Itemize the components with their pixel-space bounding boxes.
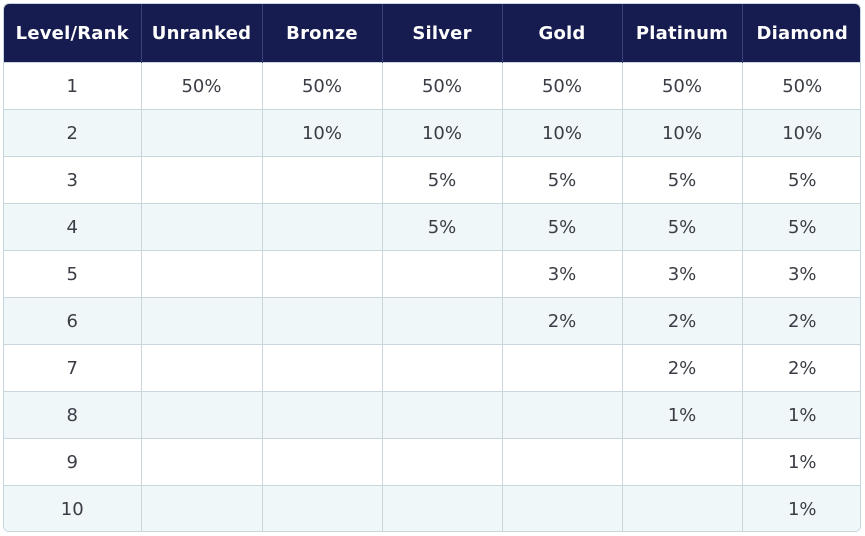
cell-bronze [262,391,383,439]
header-bronze: Bronze [262,4,383,63]
cell-level: 5 [4,250,142,298]
header-gold: Gold [502,4,623,63]
table-row: 2 10% 10% 10% 10% 10% [4,109,860,157]
cell-diamond: 5% [742,156,860,204]
table-row: 1 50% 50% 50% 50% 50% 50% [4,62,860,110]
table-row: 3 5% 5% 5% 5% [4,156,860,204]
cell-unranked [141,485,263,531]
cell-platinum: 2% [622,297,743,345]
header-row: Level/Rank Unranked Bronze Silver Gold P… [4,4,860,63]
cell-level: 8 [4,391,142,439]
table-row: 8 1% 1% [4,391,860,439]
cell-platinum: 5% [622,156,743,204]
cell-bronze: 10% [262,109,383,157]
commission-rank-table: Level/Rank Unranked Bronze Silver Gold P… [4,4,860,531]
cell-unranked: 50% [141,62,263,110]
cell-platinum: 5% [622,203,743,251]
cell-bronze [262,297,383,345]
cell-platinum [622,485,743,531]
cell-platinum: 2% [622,344,743,392]
cell-gold: 10% [502,109,623,157]
cell-bronze [262,203,383,251]
cell-silver [382,250,503,298]
cell-platinum: 1% [622,391,743,439]
cell-gold [502,485,623,531]
table-row: 4 5% 5% 5% 5% [4,203,860,251]
cell-gold [502,391,623,439]
cell-diamond: 1% [742,391,860,439]
cell-silver [382,344,503,392]
table-body: 1 50% 50% 50% 50% 50% 50% 2 10% 10% 10% 10% 10% 3 5% 5%… [4,62,860,531]
cell-level: 2 [4,109,142,157]
cell-diamond: 10% [742,109,860,157]
cell-bronze: 50% [262,62,383,110]
cell-bronze [262,156,383,204]
cell-level: 6 [4,297,142,345]
cell-platinum [622,438,743,486]
cell-unranked [141,109,263,157]
cell-level: 7 [4,344,142,392]
cell-diamond: 5% [742,203,860,251]
header-diamond: Diamond [742,4,860,63]
cell-bronze [262,438,383,486]
cell-unranked [141,297,263,345]
cell-unranked [141,203,263,251]
cell-level: 10 [4,485,142,531]
cell-silver [382,438,503,486]
cell-gold [502,344,623,392]
commission-table-container: Level/Rank Unranked Bronze Silver Gold P… [3,3,861,532]
cell-level: 9 [4,438,142,486]
table-row: 9 1% [4,438,860,486]
cell-silver: 5% [382,203,503,251]
cell-diamond: 2% [742,297,860,345]
cell-gold: 5% [502,203,623,251]
cell-diamond: 1% [742,438,860,486]
cell-level: 3 [4,156,142,204]
cell-platinum: 10% [622,109,743,157]
cell-unranked [141,438,263,486]
cell-unranked [141,156,263,204]
cell-gold: 3% [502,250,623,298]
cell-diamond: 3% [742,250,860,298]
header-silver: Silver [382,4,503,63]
table-row: 6 2% 2% 2% [4,297,860,345]
table-row: 10 1% [4,485,860,531]
cell-silver [382,297,503,345]
table-row: 5 3% 3% 3% [4,250,860,298]
cell-level: 4 [4,203,142,251]
table-row: 7 2% 2% [4,344,860,392]
header-platinum: Platinum [622,4,743,63]
cell-platinum: 50% [622,62,743,110]
cell-bronze [262,250,383,298]
cell-gold [502,438,623,486]
cell-bronze [262,344,383,392]
cell-silver: 10% [382,109,503,157]
cell-level: 1 [4,62,142,110]
cell-silver: 50% [382,62,503,110]
cell-diamond: 50% [742,62,860,110]
cell-silver [382,485,503,531]
cell-platinum: 3% [622,250,743,298]
cell-gold: 2% [502,297,623,345]
cell-unranked [141,250,263,298]
cell-diamond: 2% [742,344,860,392]
cell-unranked [141,344,263,392]
table-header: Level/Rank Unranked Bronze Silver Gold P… [4,4,860,63]
cell-bronze [262,485,383,531]
cell-gold: 5% [502,156,623,204]
header-unranked: Unranked [141,4,263,63]
cell-diamond: 1% [742,485,860,531]
cell-gold: 50% [502,62,623,110]
header-level-rank: Level/Rank [4,4,142,63]
cell-silver [382,391,503,439]
cell-silver: 5% [382,156,503,204]
cell-unranked [141,391,263,439]
